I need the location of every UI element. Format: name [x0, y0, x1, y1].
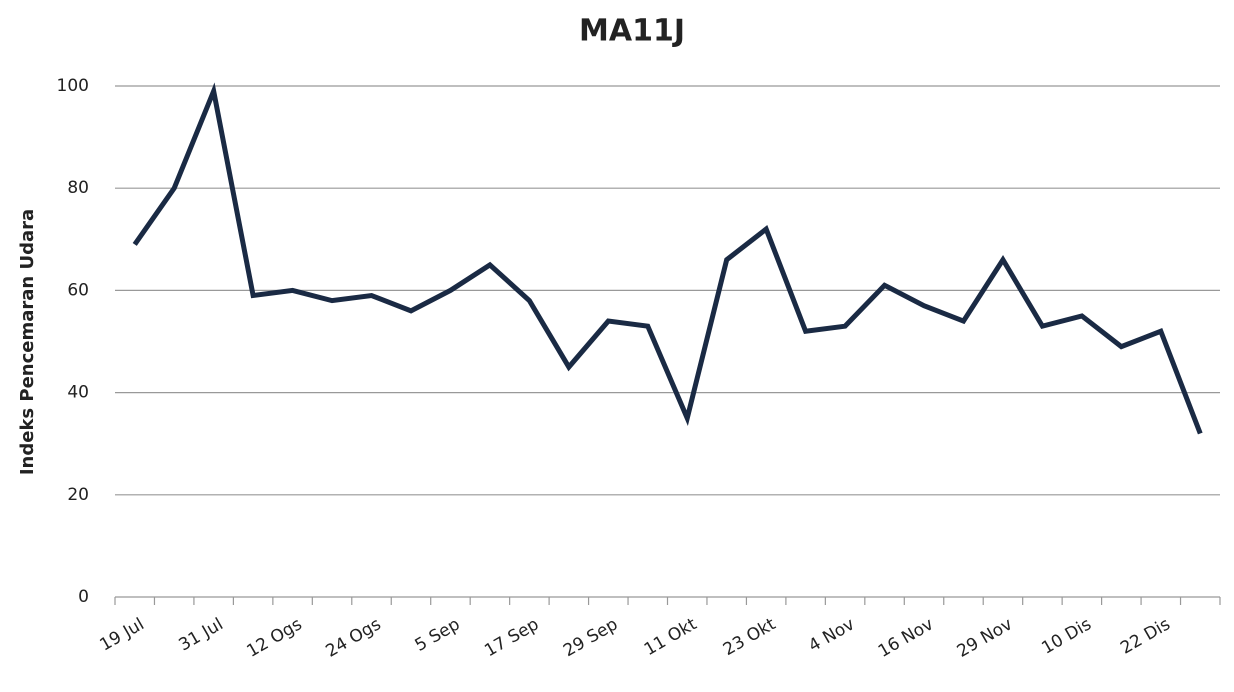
x-tick-label: 4 Nov [805, 614, 858, 656]
x-tick-label: 29 Nov [954, 614, 1016, 661]
y-tick-label: 40 [67, 383, 89, 403]
x-tick-label: 5 Sep [412, 614, 464, 655]
x-tick-label: 22 Dis [1117, 614, 1174, 658]
x-tick-label: 24 Ogs [322, 614, 384, 661]
y-tick-label: 100 [57, 76, 89, 96]
y-tick-label: 80 [67, 178, 89, 198]
x-tick-label: 12 Ogs [244, 614, 306, 661]
x-tick-label: 16 Nov [875, 614, 937, 661]
y-axis-label: Indeks Pencemaran Udara [17, 209, 38, 475]
x-tick-label: 31 Jul [175, 614, 226, 655]
y-tick-label: 60 [67, 280, 89, 300]
x-tick-label: 19 Jul [97, 614, 148, 655]
y-tick-label: 20 [67, 485, 89, 505]
y-tick-label: 0 [78, 587, 89, 607]
x-tick-label: 17 Sep [481, 614, 542, 661]
x-tick-label: 11 Okt [641, 614, 701, 660]
x-tick-label: 10 Dis [1038, 614, 1095, 658]
x-tick-label: 29 Sep [560, 614, 621, 661]
chart-title: MA11J [579, 14, 685, 49]
data-line [132, 82, 1203, 435]
x-tick-label: 23 Okt [720, 614, 780, 660]
